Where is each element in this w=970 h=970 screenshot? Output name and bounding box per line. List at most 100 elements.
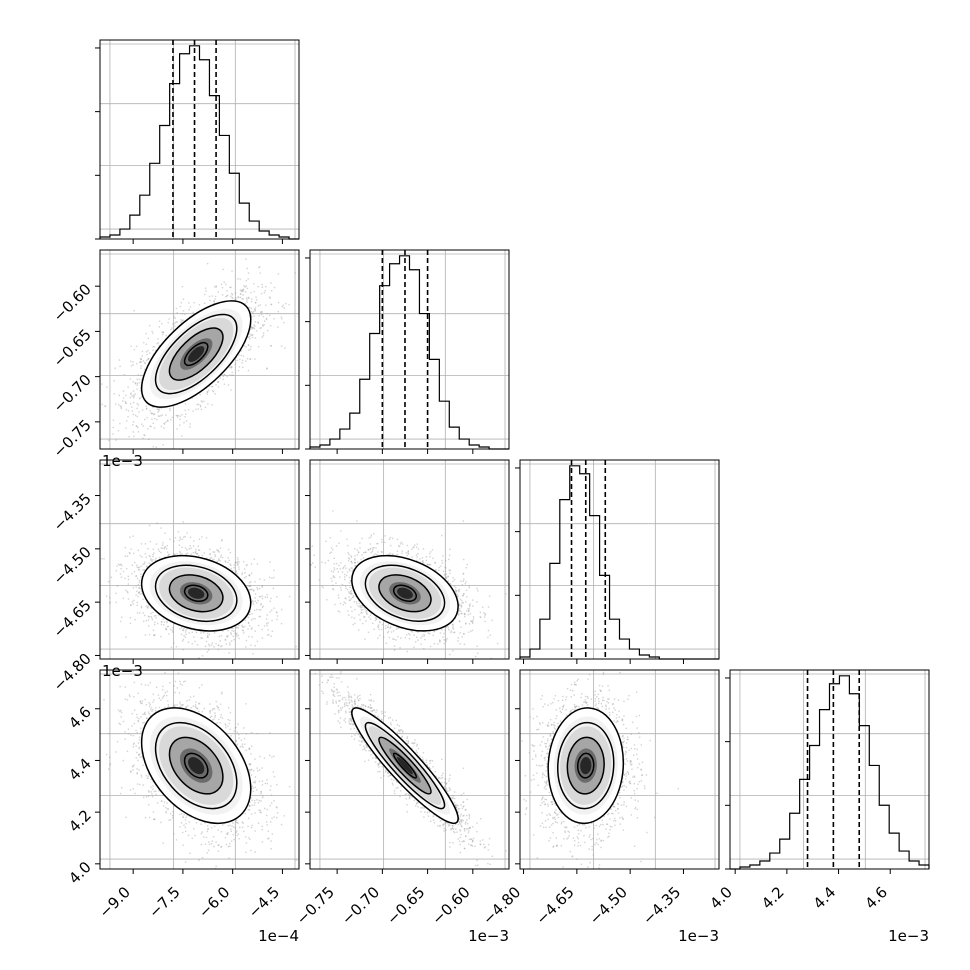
panel-frame: [99, 669, 300, 870]
x-tick-label: 4.6: [861, 883, 891, 913]
histogram-panel-0: [95, 39, 300, 240]
x-offset-label: 1e−4: [258, 927, 299, 945]
histogram-step: [730, 675, 930, 870]
density-level: [397, 587, 413, 599]
y-tick-label: −4.35: [50, 490, 95, 535]
x-tick-label: −0.65: [383, 883, 428, 928]
density-area: [100, 670, 299, 869]
x-axis-0: −9.0 −7.5 −6.0 −4.5 1e−4: [96, 869, 299, 945]
y-tick-label: −4.50: [50, 543, 95, 588]
x-tick-label: −0.70: [338, 883, 383, 928]
contour-line: [547, 707, 625, 825]
panel-frame: [309, 249, 510, 450]
density-area: [100, 460, 299, 659]
panel-frame: [519, 459, 720, 660]
y-tick-label: −4.65: [50, 596, 95, 641]
contour-line: [378, 736, 432, 795]
density-area: [100, 250, 299, 449]
y-axis-3: 4.0 4.2 4.4 4.6: [65, 703, 100, 888]
panel-frame: [99, 249, 300, 450]
density-panel-2-1: [309, 459, 510, 660]
x-offset-label: 1e−3: [678, 927, 719, 945]
x-tick-label: −9.0: [96, 883, 134, 921]
density-level: [188, 346, 205, 362]
density-panel-3-2: [519, 669, 720, 870]
histogram-step: [519, 465, 719, 660]
contour-line: [183, 341, 209, 367]
contour-line: [154, 564, 238, 622]
y-offset-label: 1e−3: [102, 662, 143, 680]
density-area: [310, 460, 509, 659]
y-tick-label: −4.80: [50, 650, 95, 695]
density-level: [188, 757, 205, 775]
x-tick-label: −4.65: [532, 883, 577, 928]
x-tick-label: −4.50: [586, 883, 631, 928]
x-tick-label: −7.5: [145, 883, 183, 921]
density-area: [310, 670, 509, 869]
panel-frame: [309, 669, 510, 870]
contour-line: [154, 313, 238, 395]
panel-frame: [309, 459, 510, 660]
panel-frame: [99, 459, 300, 660]
contour-line: [364, 564, 446, 622]
density-level: [397, 757, 413, 775]
contour-line: [140, 707, 252, 825]
histogram-panel-3: [725, 669, 930, 870]
histogram-panel-2: [515, 459, 720, 660]
y-tick-label: 4.2: [65, 806, 95, 836]
contour-line: [351, 554, 459, 632]
contour-line: [566, 736, 605, 795]
x-tick-label: −4.35: [639, 883, 684, 928]
histogram-panel-1: [305, 249, 510, 450]
contour-line: [392, 752, 418, 779]
y-tick-label: −0.75: [50, 416, 95, 461]
panel-frame: [99, 39, 300, 240]
y-axis-2: −4.80 −4.65 −4.50 −4.35 1e−3: [50, 490, 143, 695]
contour-line: [557, 721, 615, 810]
y-tick-label: −0.60: [50, 280, 95, 325]
x-tick-label: −6.0: [195, 883, 233, 921]
contour-line: [140, 554, 252, 632]
y-tick-label: 4.4: [65, 755, 95, 785]
x-tick-label: 4.0: [706, 883, 736, 913]
contour-line: [154, 721, 238, 810]
contour-line: [351, 707, 459, 825]
panel-frame: [519, 669, 720, 870]
density-area: [520, 670, 719, 869]
x-tick-label: −0.60: [428, 883, 473, 928]
x-tick-label: −4.80: [479, 883, 524, 928]
density-panel-3-1: [309, 669, 510, 870]
x-tick-label: 4.4: [810, 883, 840, 913]
density-level: [580, 757, 592, 775]
density-level: [188, 587, 205, 599]
y-tick-label: −0.70: [50, 371, 95, 416]
x-axis-3: 4.0 4.2 4.4 4.6 1e−3: [706, 869, 929, 945]
contour-line: [183, 584, 209, 603]
contour-line: [168, 327, 224, 381]
contour-line: [378, 574, 432, 613]
x-tick-label: −0.75: [293, 883, 338, 928]
density-panel-3-0: [99, 669, 300, 870]
contour-line: [364, 721, 446, 810]
density-panel-2-0: [99, 459, 300, 660]
contour-line: [140, 300, 252, 408]
contour-line: [576, 752, 595, 779]
x-tick-label: 4.2: [758, 883, 788, 913]
x-tick-label: −4.5: [245, 883, 283, 921]
y-tick-label: 4.0: [65, 858, 95, 888]
contour-line: [168, 736, 224, 795]
density-panel-1-0: [99, 249, 300, 450]
x-offset-label: 1e−3: [468, 927, 509, 945]
y-tick-label: 4.6: [65, 703, 95, 733]
histogram-step: [99, 45, 299, 240]
panel-frame: [729, 669, 930, 870]
y-offset-label: 1e−3: [102, 452, 143, 470]
contour-line: [183, 752, 209, 779]
x-offset-label: 1e−3: [888, 927, 929, 945]
contour-line: [168, 574, 224, 613]
contour-line: [392, 584, 418, 603]
histogram-step: [309, 255, 509, 450]
